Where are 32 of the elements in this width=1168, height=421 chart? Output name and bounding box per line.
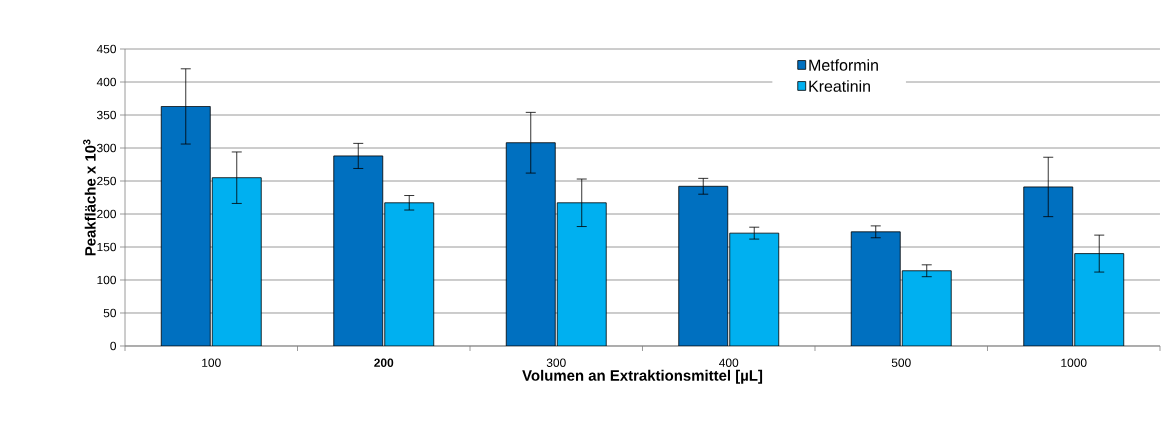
y-tick-label: 100 bbox=[97, 275, 117, 285]
x-axis-title: Volumen an Extraktionsmittel [µL] bbox=[522, 369, 763, 384]
bar bbox=[1074, 253, 1125, 346]
x-tick-label: 100 bbox=[202, 358, 221, 367]
y-tick-label: 450 bbox=[96, 44, 117, 54]
y-tick-label: 150 bbox=[97, 242, 117, 252]
y-tick-label: 400 bbox=[96, 77, 117, 87]
bar bbox=[160, 106, 211, 346]
x-tick-label: 200 bbox=[374, 358, 394, 367]
bar bbox=[850, 231, 901, 346]
x-tick-label: 400 bbox=[719, 358, 739, 367]
bar bbox=[211, 177, 262, 346]
bar bbox=[333, 155, 384, 346]
x-tick-label: 1000 bbox=[1061, 358, 1087, 367]
y-tick-label: 300 bbox=[96, 143, 117, 153]
y-tick-label: 200 bbox=[97, 209, 117, 219]
bar bbox=[678, 185, 729, 346]
y-tick-label: 0 bbox=[110, 341, 117, 351]
x-tick-label: 300 bbox=[546, 358, 566, 367]
y-axis-title: Peakfläche x 10$^{3}$ bbox=[83, 139, 96, 256]
legend-label: Metformin bbox=[809, 59, 878, 71]
bar bbox=[729, 232, 780, 346]
bar bbox=[1023, 186, 1074, 346]
legend-label: Kreatinin bbox=[809, 80, 870, 92]
bar bbox=[384, 202, 435, 346]
y-tick-label: 250 bbox=[97, 176, 117, 186]
bar bbox=[556, 202, 607, 346]
bar bbox=[901, 270, 952, 346]
bar bbox=[505, 142, 556, 346]
y-tick-label: 350 bbox=[96, 110, 117, 120]
x-tick-label: 500 bbox=[891, 358, 911, 367]
y-tick-label: 50 bbox=[103, 308, 117, 318]
